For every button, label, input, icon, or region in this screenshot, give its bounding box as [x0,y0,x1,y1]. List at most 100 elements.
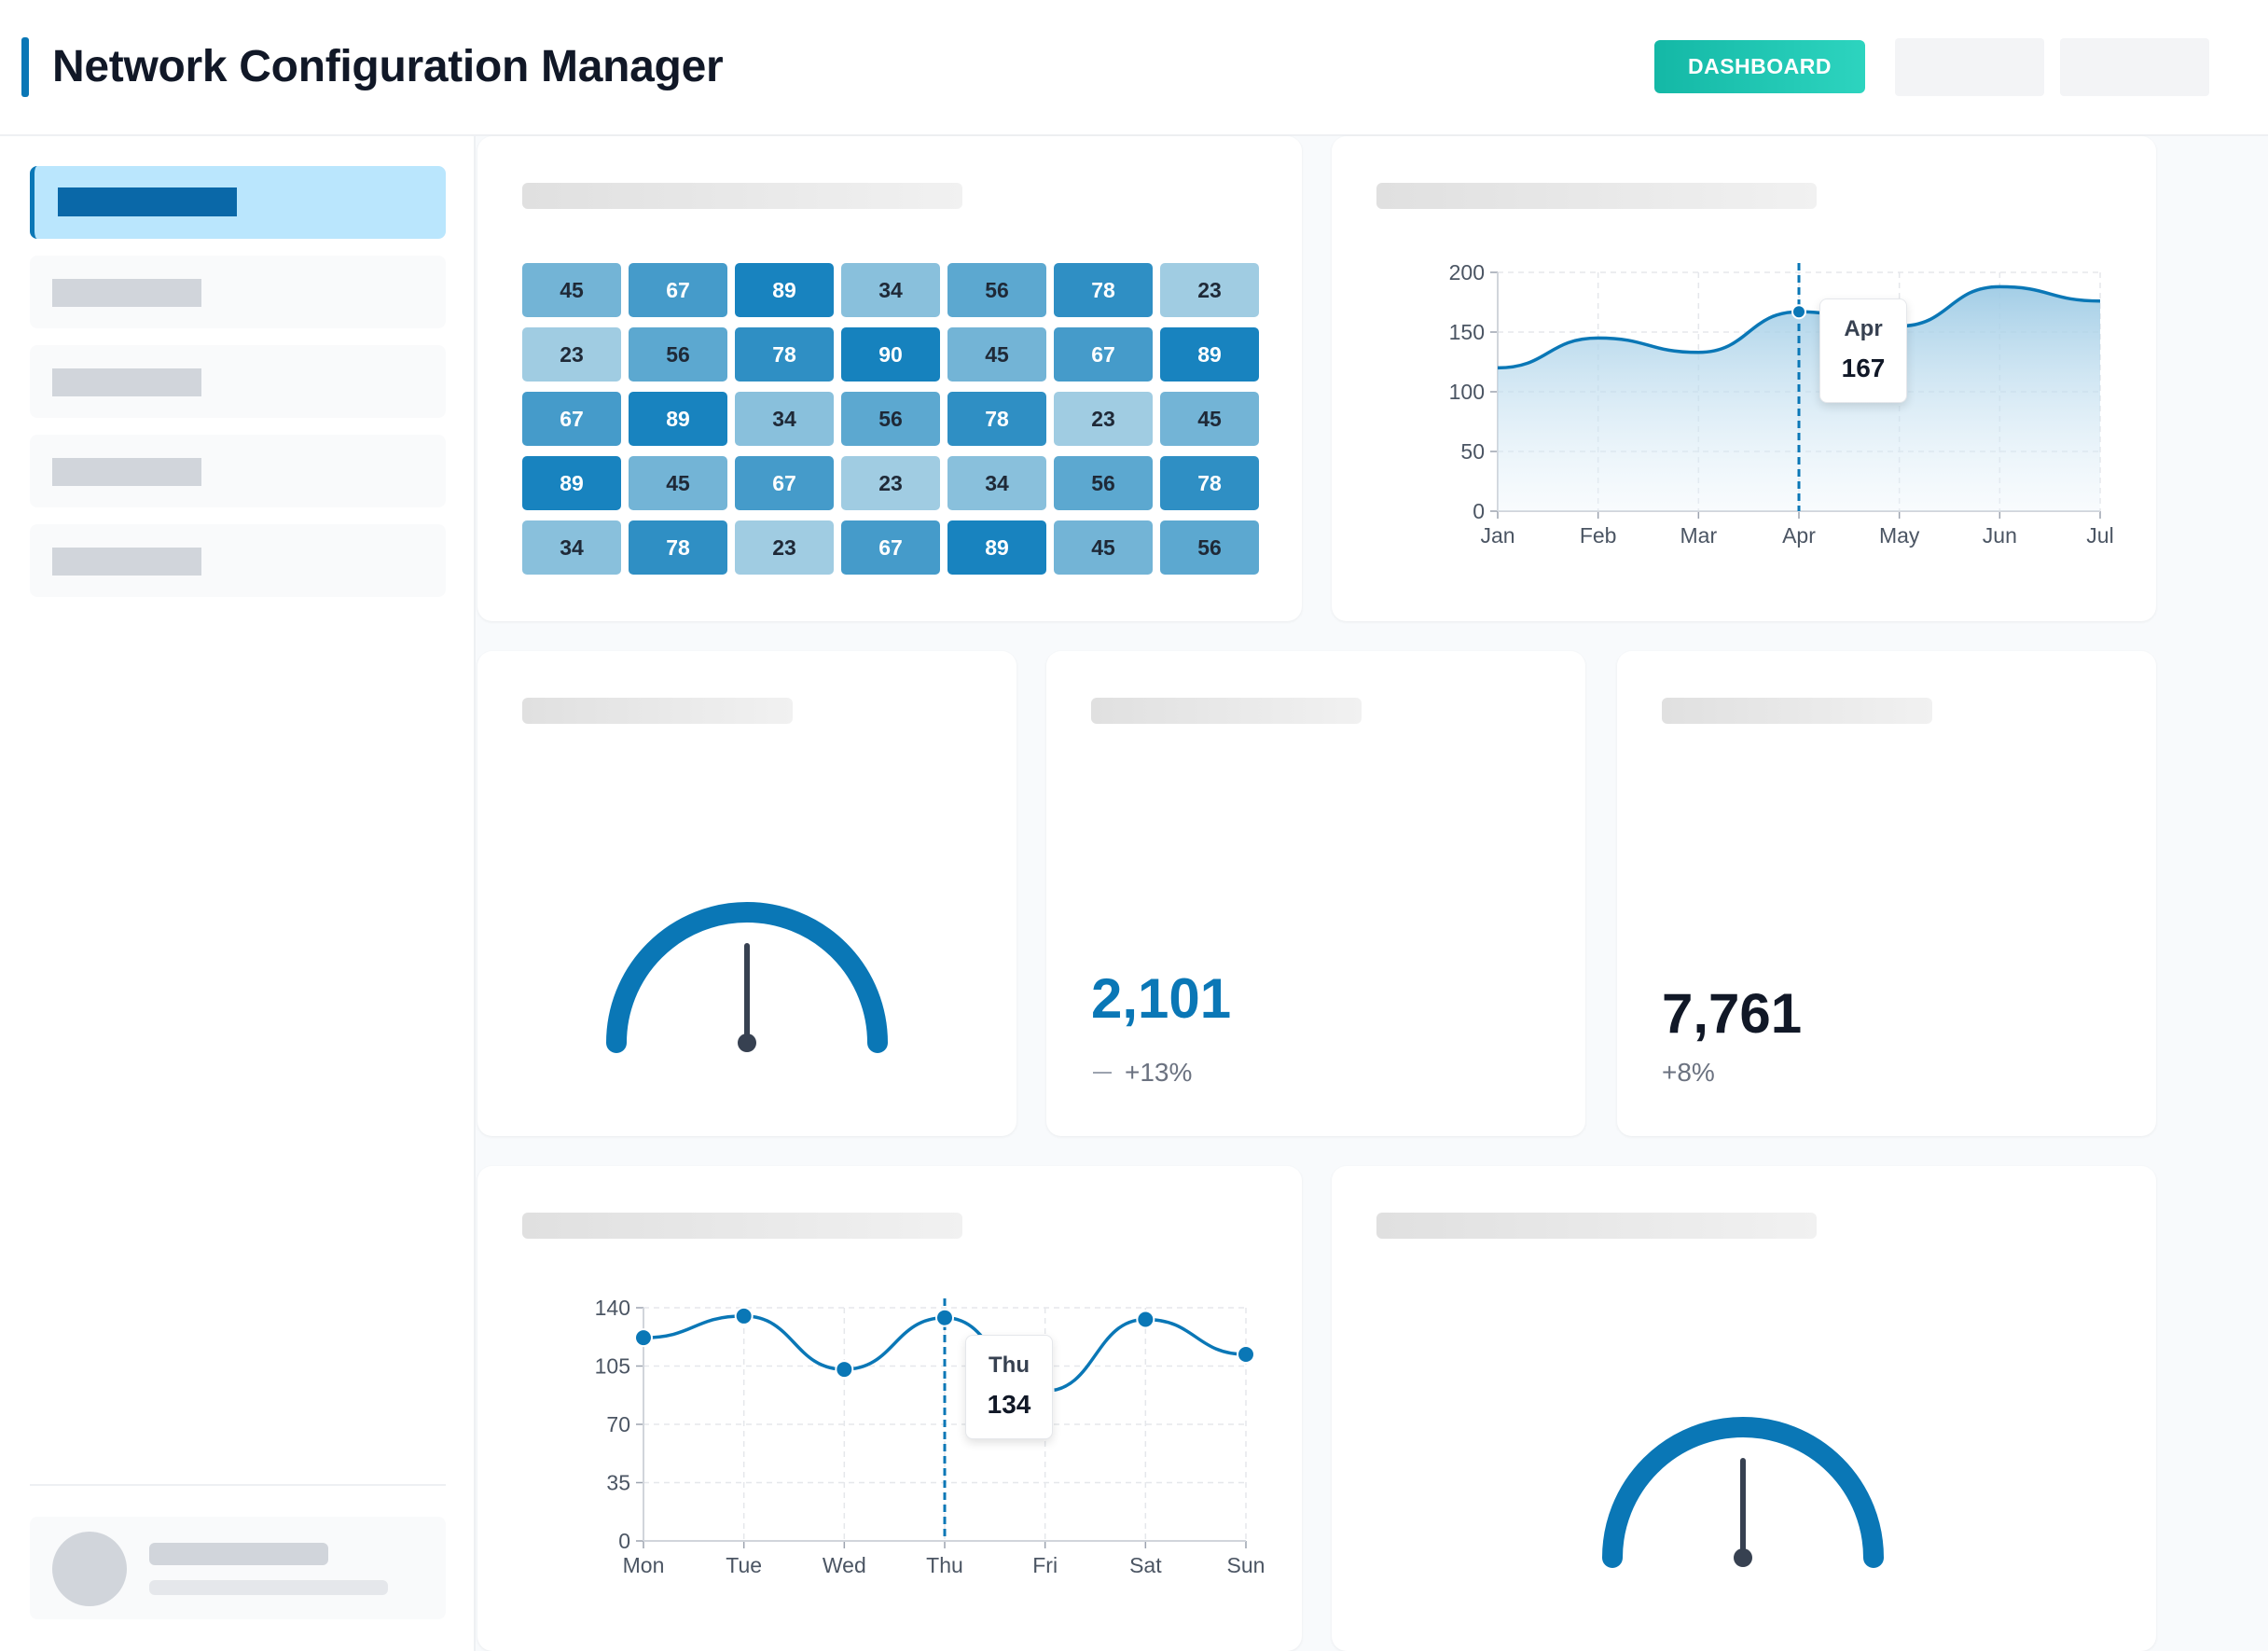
data-point[interactable] [835,1360,854,1380]
heatmap-cell[interactable]: 34 [947,456,1046,510]
x-tick-label: Mon [623,1553,665,1577]
heatmap-cell[interactable]: 23 [522,327,621,382]
heatmap-card: 45 67 89 34 56 78 23 23 56 78 90 45 67 89 67 89 34 56 78 23… [477,136,1302,621]
data-point[interactable] [734,1306,754,1325]
x-tick-label: Sat [1129,1553,1162,1577]
gauge-arc [1602,1417,1884,1568]
heatmap-cell[interactable]: 78 [735,327,834,382]
sidebar-item[interactable] [30,524,446,597]
sidebar [0,136,476,1651]
heatmap-cell[interactable]: 78 [947,392,1046,446]
heatmap-cell[interactable]: 67 [841,520,940,575]
heatmap-cell[interactable]: 45 [1054,520,1153,575]
heatmap-cell[interactable]: 56 [1160,520,1259,575]
y-tick-label: 140 [595,1296,630,1320]
gauge-chart [606,902,888,1053]
area-chart-card: 0 50 100 150 200 Jan Feb Mar Apr May Jun Jul Apr 16… [1332,136,2156,621]
line-chart: 0 35 70 105 140 Mon Tue Wed Thu Fri Sat Sun [595,1296,1265,1577]
sidebar-item[interactable] [30,345,446,418]
x-tick-label: Tue [726,1553,762,1577]
x-tick-label: Sun [1227,1553,1265,1577]
y-tick-label: 70 [606,1412,630,1436]
sidebar-divider [30,1484,446,1486]
heatmap-cell[interactable]: 56 [841,392,940,446]
gauge-card [477,651,1016,1136]
tooltip-value: 167 [1841,354,1886,383]
sidebar-item-label-placeholder [52,548,201,576]
gauge-chart [1602,1417,1884,1568]
heatmap-cell[interactable]: 45 [629,456,727,510]
sidebar-item-label-placeholder [52,279,201,307]
heatmap-cell[interactable]: 56 [629,327,727,382]
tooltip-label: Thu [989,1352,1030,1378]
heatmap-cell[interactable]: 78 [1160,456,1259,510]
heatmap-cell[interactable]: 89 [947,520,1046,575]
user-role-placeholder [149,1580,388,1595]
header-action-placeholder-2[interactable] [2060,38,2209,96]
data-point[interactable] [1237,1345,1255,1364]
heatmap-cell[interactable]: 23 [1054,392,1153,446]
sidebar-item[interactable] [30,256,446,328]
metric-card-1: 2,101 +13% [1046,651,1585,1136]
header-accent-bar [21,37,29,97]
heatmap-cell[interactable]: 67 [1054,327,1153,382]
x-tick-label: Jul [2086,523,2113,548]
heatmap-cell[interactable]: 89 [1160,327,1259,382]
heatmap-cell[interactable]: 34 [841,263,940,317]
header-action-placeholder-1[interactable] [1895,38,2044,96]
heatmap-cell[interactable]: 45 [1160,392,1259,446]
heatmap-cell[interactable]: 67 [629,263,727,317]
card-title-placeholder [1376,1213,1817,1239]
heatmap-cell[interactable]: 89 [522,456,621,510]
sidebar-item-label-placeholder [58,187,237,216]
heatmap-cell[interactable]: 45 [522,263,621,317]
sidebar-item-active[interactable] [30,166,446,239]
metric-value: 2,101 [1091,967,1232,1030]
sidebar-item[interactable] [30,435,446,507]
y-tick-label: 0 [1473,499,1485,523]
tooltip-value: 134 [987,1389,1031,1419]
y-tick-label: 50 [1460,439,1485,464]
heatmap-cell[interactable]: 23 [735,520,834,575]
y-tick-label: 100 [1449,380,1485,404]
heatmap-cell[interactable]: 34 [735,392,834,446]
card-title-placeholder [1091,698,1362,724]
gauge-pivot [738,1034,756,1052]
heatmap-cell[interactable]: 56 [1054,456,1153,510]
data-point[interactable] [1136,1310,1155,1329]
y-tick-label: 200 [1449,260,1485,284]
heatmap-cell[interactable]: 23 [1160,263,1259,317]
data-point[interactable] [634,1328,653,1348]
x-tick-label: Wed [823,1553,866,1577]
gauge-pivot [1734,1548,1752,1567]
x-tick-label: Mar [1680,523,1718,548]
line-chart-card: 0 35 70 105 140 Mon Tue Wed Thu Fri Sat Sun Thu 134 [477,1166,1302,1651]
card-title-placeholder [522,698,793,724]
data-point[interactable] [1791,304,1806,320]
user-profile-card[interactable] [30,1517,446,1619]
metric-change: +8% [1662,1058,1715,1087]
gauge-card-2 [1332,1166,2156,1651]
heatmap-cell[interactable]: 23 [841,456,940,510]
heatmap-cell[interactable]: 78 [629,520,727,575]
heatmap-cell[interactable]: 90 [841,327,940,382]
heatmap-cell[interactable]: 67 [735,456,834,510]
heatmap-cell[interactable]: 45 [947,327,1046,382]
metric-change: +13% [1125,1058,1193,1087]
dashboard-button[interactable]: DASHBOARD [1654,40,1865,93]
metric-value: 7,761 [1662,982,1803,1045]
heatmap-cell[interactable]: 89 [735,263,834,317]
card-title-placeholder [1376,183,1817,209]
data-point[interactable] [935,1308,954,1327]
x-tick-label: Fri [1032,1553,1058,1577]
chart-tooltip: Apr 167 [1819,298,1907,404]
heatmap-cell[interactable]: 67 [522,392,621,446]
heatmap-cell[interactable]: 89 [629,392,727,446]
heatmap-cell[interactable]: 34 [522,520,621,575]
heatmap-cell[interactable]: 78 [1054,263,1153,317]
heatmap-cell[interactable]: 56 [947,263,1046,317]
area-chart: 0 50 100 150 200 Jan Feb Mar Apr May Jun Jul [1449,260,2114,548]
avatar [52,1532,127,1606]
x-tick-label: Apr [1782,523,1816,548]
x-tick-label: Jun [1983,523,2017,548]
